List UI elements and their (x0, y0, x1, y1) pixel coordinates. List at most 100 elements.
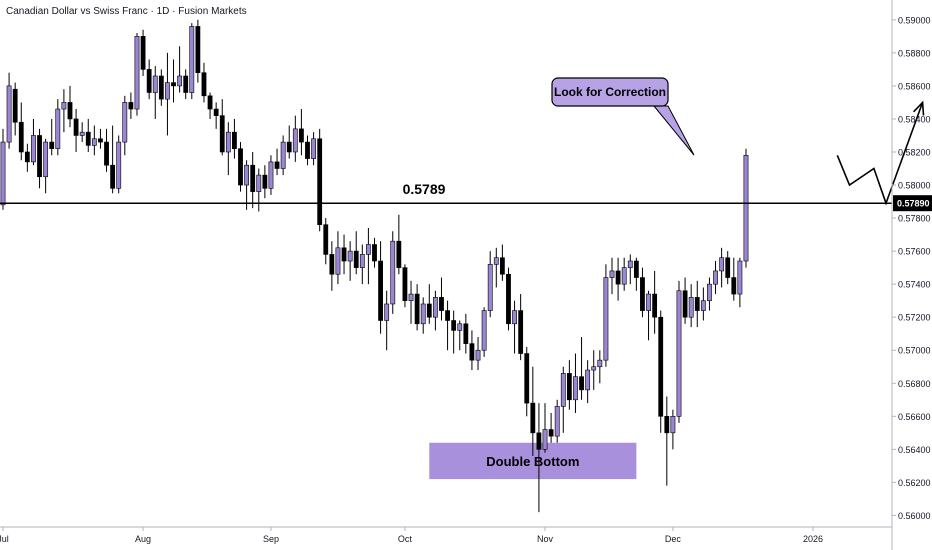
candle[interactable] (122, 95, 128, 156)
candle[interactable] (0, 128, 6, 210)
candle[interactable] (238, 142, 243, 192)
candle[interactable] (743, 148, 749, 268)
candle[interactable] (323, 218, 329, 265)
candle[interactable] (18, 102, 24, 161)
candle[interactable] (627, 254, 633, 285)
candle[interactable] (432, 290, 438, 331)
candle[interactable] (171, 59, 176, 103)
candle[interactable] (499, 244, 505, 281)
candle[interactable] (365, 227, 371, 285)
candle[interactable] (573, 353, 578, 414)
candle[interactable] (372, 237, 377, 268)
candle[interactable] (195, 19, 201, 83)
candle[interactable] (213, 102, 219, 129)
candle[interactable] (299, 109, 304, 156)
candle[interactable] (737, 257, 743, 308)
candle[interactable] (317, 128, 323, 232)
candle[interactable] (128, 92, 134, 119)
candle[interactable] (110, 125, 116, 194)
candle[interactable] (640, 267, 645, 318)
candle[interactable] (609, 257, 615, 295)
candle[interactable] (731, 257, 737, 301)
candle[interactable] (43, 138, 49, 194)
candle[interactable] (244, 160, 249, 210)
candle[interactable] (518, 294, 524, 361)
candle[interactable] (719, 247, 725, 288)
candle[interactable] (652, 270, 658, 334)
candle[interactable] (548, 413, 554, 443)
candle[interactable] (390, 231, 396, 314)
candle[interactable] (493, 247, 499, 288)
candle[interactable] (682, 277, 688, 324)
candle[interactable] (24, 143, 30, 172)
candle[interactable] (530, 366, 536, 456)
candle[interactable] (341, 234, 347, 275)
candle[interactable] (420, 297, 426, 334)
candle[interactable] (256, 168, 262, 212)
candle[interactable] (201, 62, 207, 103)
candle[interactable] (658, 310, 664, 433)
candle[interactable] (250, 151, 256, 209)
candle[interactable] (207, 92, 213, 119)
candle[interactable] (6, 72, 12, 149)
candle[interactable] (12, 82, 18, 136)
candle[interactable] (439, 277, 444, 321)
candle[interactable] (506, 267, 511, 331)
candle[interactable] (98, 128, 103, 149)
candle[interactable] (329, 241, 335, 291)
candle[interactable] (49, 118, 55, 156)
candle[interactable] (73, 109, 79, 152)
candle[interactable] (542, 403, 548, 453)
candle[interactable] (286, 125, 292, 159)
candle[interactable] (378, 241, 383, 334)
candle[interactable] (116, 135, 122, 194)
candle[interactable] (402, 264, 408, 308)
candle[interactable] (353, 231, 359, 275)
candle[interactable] (408, 280, 414, 324)
candle[interactable] (475, 337, 481, 371)
candle[interactable] (67, 85, 73, 128)
candle[interactable] (146, 59, 152, 100)
candle[interactable] (670, 409, 676, 450)
candle[interactable] (536, 403, 542, 513)
candle[interactable] (585, 360, 591, 404)
candle[interactable] (79, 122, 85, 143)
candle[interactable] (481, 307, 487, 357)
candle[interactable] (694, 280, 700, 328)
candle[interactable] (165, 52, 170, 136)
candle[interactable] (700, 287, 706, 321)
candle[interactable] (91, 125, 97, 156)
candle[interactable] (232, 118, 237, 159)
candle[interactable] (311, 132, 316, 166)
candle[interactable] (560, 366, 566, 433)
candle[interactable] (457, 320, 463, 351)
candle[interactable] (414, 284, 420, 331)
candle[interactable] (85, 118, 91, 152)
candle[interactable] (305, 135, 310, 166)
candle[interactable] (554, 399, 560, 443)
candle[interactable] (524, 346, 530, 417)
candle[interactable] (268, 155, 274, 195)
candle[interactable] (140, 29, 146, 76)
candle[interactable] (469, 330, 475, 371)
candle[interactable] (426, 284, 432, 324)
candle[interactable] (280, 135, 286, 176)
candle[interactable] (347, 241, 353, 281)
candle[interactable] (579, 337, 584, 400)
candle[interactable] (603, 264, 609, 367)
candle[interactable] (104, 128, 109, 172)
candle[interactable] (688, 284, 694, 328)
candle[interactable] (55, 99, 61, 156)
candle[interactable] (262, 165, 268, 199)
candle[interactable] (451, 310, 457, 354)
candle[interactable] (445, 300, 450, 351)
candle[interactable] (152, 66, 158, 119)
candle[interactable] (177, 46, 183, 93)
candle[interactable] (158, 69, 164, 106)
candle[interactable] (676, 280, 682, 423)
candle[interactable] (225, 122, 231, 176)
candle[interactable] (335, 231, 341, 285)
candle[interactable] (713, 261, 718, 295)
candle[interactable] (61, 89, 67, 133)
